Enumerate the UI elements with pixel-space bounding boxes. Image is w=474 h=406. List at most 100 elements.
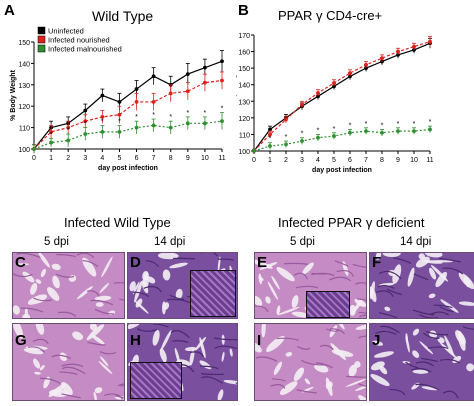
crypt-fold <box>425 331 449 336</box>
y-tick-label: 100 <box>238 149 250 156</box>
lumen-gap <box>419 341 434 355</box>
crypt-fold <box>311 272 335 277</box>
data-point <box>117 100 122 104</box>
histology-image-c <box>12 252 125 319</box>
lumen-gap <box>48 383 66 397</box>
data-point <box>151 100 156 104</box>
significance-annotation: * <box>269 136 272 143</box>
crypt-fold <box>356 298 366 301</box>
data-point <box>220 78 224 83</box>
crypt-fold <box>87 341 106 346</box>
significance-annotation: * <box>84 121 87 128</box>
crypt-fold <box>329 328 346 335</box>
crypt-fold <box>389 388 406 396</box>
section-title-ppar-deficient: Infected PPAR γ deficient <box>278 215 425 230</box>
y-tick-label: 130 <box>238 99 250 106</box>
crypt-fold <box>39 377 61 385</box>
significance-annotation: * <box>204 110 207 117</box>
crypt-fold <box>120 384 124 387</box>
lumen-gap <box>435 271 448 288</box>
crypt-fold <box>358 311 366 314</box>
crypt-fold <box>137 328 157 332</box>
lumen-gap <box>392 264 402 284</box>
data-point <box>396 52 400 57</box>
lumen-gap <box>430 264 449 282</box>
crypt-fold <box>272 378 286 382</box>
data-point <box>134 87 139 91</box>
lumen-gap <box>265 296 271 304</box>
lumen-gap <box>169 262 188 269</box>
y-tick-label: 170 <box>238 33 250 40</box>
data-point <box>364 129 368 134</box>
lumen-gap <box>221 351 225 362</box>
data-point <box>412 44 416 49</box>
data-point <box>66 138 71 143</box>
lumen-gap <box>444 335 454 356</box>
x-tick-label: 5 <box>332 157 336 164</box>
lumen-gap <box>195 336 206 351</box>
lumen-gap <box>38 253 50 268</box>
inset-magnification-d <box>190 270 236 317</box>
data-point <box>203 65 207 70</box>
crypt-fold <box>255 356 278 362</box>
crypt-fold <box>433 304 453 309</box>
crypt-fold <box>169 294 185 301</box>
data-point <box>32 147 36 151</box>
lumen-gap <box>40 268 46 278</box>
lumen-gap <box>412 328 420 336</box>
crypt-fold <box>315 362 334 369</box>
panel-label-g: G <box>15 332 27 349</box>
panel-label-i: I <box>257 332 262 349</box>
crypt-fold <box>415 383 440 391</box>
crypt-fold <box>86 290 100 297</box>
lumen-gap <box>22 313 31 318</box>
x-tick-label: 6 <box>348 157 352 164</box>
data-point <box>252 149 256 153</box>
crypt-fold <box>412 309 435 316</box>
lumen-gap <box>355 384 366 391</box>
crypt-fold <box>276 337 300 341</box>
lumen-gap <box>189 349 195 366</box>
histology-image-i <box>254 323 367 401</box>
x-tick-label: 6 <box>135 155 139 162</box>
lumen-gap <box>39 365 45 371</box>
x-tick-label: 3 <box>300 157 304 164</box>
crypt-fold <box>20 307 44 313</box>
x-tick-label: 9 <box>396 157 400 164</box>
significance-annotation: * <box>301 131 304 138</box>
lumen-gap <box>266 335 285 352</box>
series-line <box>33 60 223 150</box>
panel-label-f: F <box>372 254 382 271</box>
crypt-fold <box>419 314 439 318</box>
data-point <box>332 134 336 138</box>
dpi-label-wt-5: 5 dpi <box>44 236 69 248</box>
lumen-gap <box>13 324 24 339</box>
lumen-gap <box>373 351 394 358</box>
lumen-gap <box>267 281 279 300</box>
crypt-fold <box>378 270 402 280</box>
lumen-gap <box>458 272 474 290</box>
lumen-gap <box>405 333 409 344</box>
legend-swatch <box>37 26 46 35</box>
lumen-gap <box>128 324 142 329</box>
data-point <box>268 144 272 148</box>
lumen-gap <box>157 253 179 260</box>
x-tick-label: 8 <box>169 155 173 162</box>
lumen-gap <box>458 301 474 306</box>
x-tick-label: 2 <box>66 155 70 162</box>
series-2 <box>252 125 432 153</box>
histology-texture <box>255 324 366 400</box>
lumen-gap <box>135 298 143 308</box>
lumen-gap <box>345 378 366 387</box>
data-point <box>364 62 368 67</box>
x-tick-label: 4 <box>316 157 320 164</box>
crypt-fold <box>438 257 461 263</box>
series-line <box>33 79 223 150</box>
legend-label: Uninfected <box>48 27 84 36</box>
lumen-gap <box>22 271 35 283</box>
x-tick-label: 11 <box>218 155 225 162</box>
legend-label: Infected malnourished <box>48 45 122 54</box>
significance-annotation: * <box>365 121 368 128</box>
crypt-fold <box>61 366 86 375</box>
crypt-fold <box>421 357 438 363</box>
